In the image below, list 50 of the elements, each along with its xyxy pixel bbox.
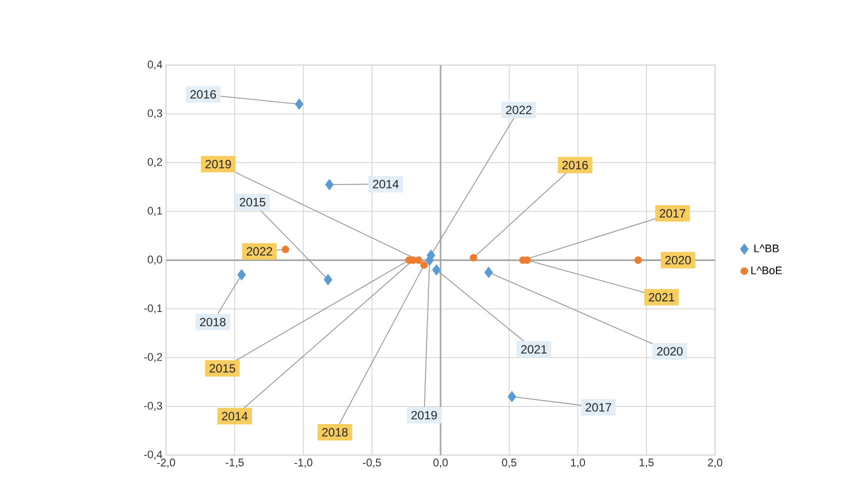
annotation: 2018 (322, 428, 348, 436)
annotation: 2017 (586, 403, 612, 412)
y-tick-label: -0,3 (144, 402, 162, 411)
y-tick-label: 0,0 (148, 256, 162, 265)
annotation: 2020 (657, 347, 683, 356)
point (294, 98, 304, 110)
y-tick-label: -0,2 (144, 353, 162, 362)
y-tick-label: 0,2 (148, 158, 162, 168)
x-tick-label: -0,5 (363, 458, 381, 468)
annotation: 2021 (521, 345, 547, 354)
y-tick-label: -0,1 (144, 304, 162, 314)
annotation: 2022 (506, 106, 532, 114)
x-tick-label: -1,0 (294, 458, 312, 468)
y-tick-label: 0,1 (148, 206, 162, 216)
annotation: 2022 (246, 247, 272, 256)
legend-label: L^BoE (751, 266, 782, 274)
x-tick-label: 0,5 (502, 458, 516, 468)
point (325, 178, 334, 190)
legend-label: L^BB (754, 244, 779, 252)
annotation: 2017 (660, 209, 686, 218)
point (508, 390, 516, 402)
annotation: 2016 (562, 160, 588, 170)
x-tick-label: 1,0 (571, 458, 586, 468)
point (282, 246, 290, 254)
y-tick-label: 0,3 (148, 109, 162, 118)
x-tick-label: -1,5 (226, 458, 244, 468)
x-tick-label: -2,0 (157, 458, 176, 468)
point (634, 256, 642, 264)
x-tick-label: 0,0 (433, 458, 448, 468)
x-tick-label: 1,5 (640, 458, 654, 468)
x-tick-label: 2,0 (708, 458, 722, 468)
annotation: 2021 (648, 292, 674, 302)
y-tick-label: -0,4 (144, 450, 162, 460)
point (324, 274, 332, 286)
point (484, 266, 493, 278)
annotation: 2014 (372, 180, 399, 188)
annotation: 2015 (210, 364, 236, 373)
annotation: 2019 (206, 160, 231, 168)
annotation: 2016 (190, 90, 216, 99)
annotation: 2015 (240, 198, 266, 206)
point (237, 269, 246, 280)
point (420, 261, 428, 269)
annotation: 2020 (665, 256, 691, 264)
point (414, 256, 422, 264)
annotation: 2014 (222, 412, 248, 420)
point (432, 264, 441, 276)
annotation: 2018 (200, 318, 226, 326)
y-tick-label: 0,4 (148, 60, 162, 70)
annotation: 2019 (411, 410, 437, 420)
point (470, 254, 478, 262)
